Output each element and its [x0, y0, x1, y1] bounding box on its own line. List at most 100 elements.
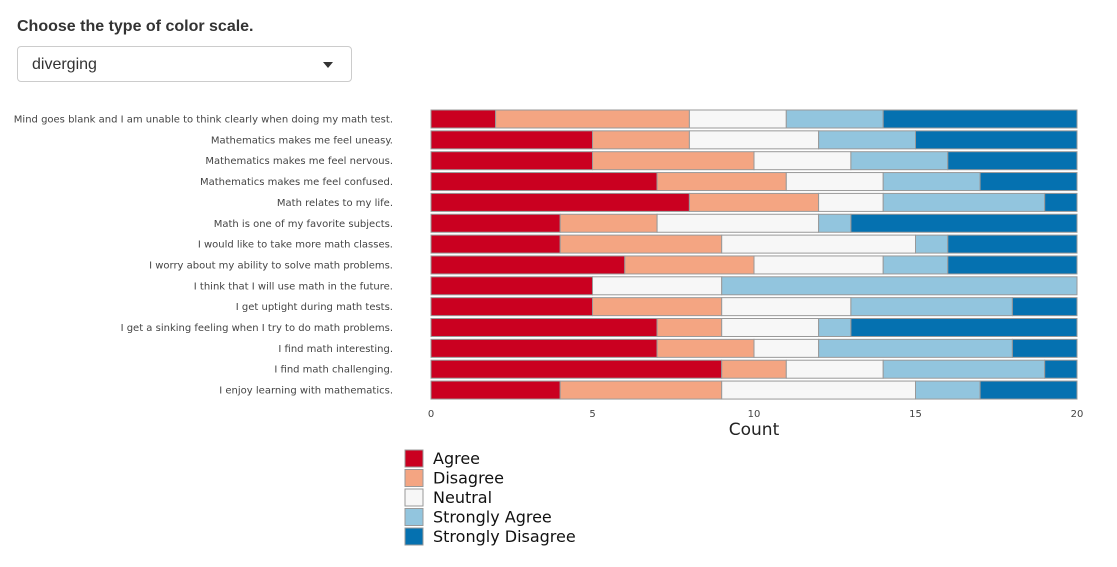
- legend-swatch-strongly-disagree: [404, 527, 424, 546]
- y-axis-label: I get a sinking feeling when I try to do…: [121, 323, 393, 334]
- bar-segment-disagree: [656, 338, 755, 358]
- legend-label-disagree: Disagree: [433, 469, 504, 488]
- bar-segment-strongly-disagree: [882, 109, 1078, 129]
- legend-label-strongly-agree: Strongly Agree: [433, 508, 552, 527]
- bar-segment-agree: [430, 109, 497, 129]
- bar-segment-neutral: [785, 359, 884, 379]
- bar-segment-neutral: [818, 192, 884, 212]
- bar-segment-strongly-disagree: [947, 234, 1078, 254]
- bar-segment-agree: [430, 234, 561, 254]
- bar-segment-disagree: [559, 234, 723, 254]
- bar-segment-agree: [430, 359, 723, 379]
- color-scale-select[interactable]: diverging: [17, 46, 352, 82]
- x-axis-tick-label: 20: [1071, 409, 1084, 420]
- bar-segment-strongly-disagree: [1011, 338, 1078, 358]
- bar-segment-strongly-agree: [882, 192, 1046, 212]
- y-axis-labels: Mind goes blank and I am unable to think…: [14, 115, 393, 397]
- bar-segment-strongly-disagree: [850, 318, 1078, 337]
- bar-segment-agree: [430, 172, 658, 192]
- bar-segment-neutral: [688, 130, 820, 150]
- legend-label-neutral: Neutral: [433, 488, 492, 507]
- y-axis-label: I would like to take more math classes.: [198, 240, 393, 251]
- legend-swatch-neutral: [404, 488, 424, 507]
- y-axis-label: Mathematics makes me feel uneasy.: [211, 135, 393, 146]
- bar-segment-strongly-agree: [721, 276, 1078, 296]
- legend-swatch-disagree: [404, 469, 424, 487]
- bar-segment-neutral: [753, 338, 820, 358]
- y-axis-label: I find math challenging.: [274, 365, 393, 376]
- bar-area: [430, 109, 1078, 400]
- bar-segment-disagree: [656, 172, 787, 192]
- color-scale-selected-value: diverging: [32, 56, 97, 73]
- bar-segment-strongly-disagree: [947, 255, 1078, 275]
- bar-segment-neutral: [721, 380, 917, 400]
- bar-segment-disagree: [624, 255, 755, 275]
- bar-segment-agree: [430, 192, 690, 212]
- y-axis-label: I find math interesting.: [278, 344, 393, 355]
- bar-segment-strongly-agree: [915, 234, 949, 254]
- bar-segment-strongly-agree: [818, 130, 916, 150]
- bar-segment-agree: [430, 380, 561, 400]
- y-axis-label: I think that I will use math in the futu…: [194, 281, 393, 292]
- bar-segment-disagree: [592, 151, 755, 171]
- y-axis-label: Mind goes blank and I am unable to think…: [14, 115, 393, 126]
- bar-segment-strongly-agree: [818, 318, 852, 337]
- legend-label-strongly-disagree: Strongly Disagree: [433, 527, 576, 546]
- x-axis-tick-label: 0: [428, 409, 434, 420]
- bar-segment-strongly-agree: [882, 172, 981, 192]
- bar-segment-strongly-disagree: [915, 130, 1078, 150]
- bar-segment-neutral: [785, 172, 884, 192]
- bar-segment-neutral: [592, 276, 723, 296]
- y-axis-label: Mathematics makes me feel nervous.: [205, 156, 393, 167]
- y-axis-label: I enjoy learning with mathematics.: [219, 386, 393, 397]
- bar-segment-strongly-disagree: [1044, 359, 1078, 379]
- bar-segment-strongly-agree: [818, 213, 852, 233]
- bar-segment-neutral: [753, 151, 852, 171]
- caret-down-icon[interactable]: [323, 62, 333, 68]
- bar-segment-agree: [430, 130, 593, 150]
- x-axis-tick-label: 15: [909, 409, 922, 420]
- y-axis-label: Mathematics makes me feel confused.: [200, 177, 393, 188]
- legend-swatch-agree: [404, 449, 424, 468]
- bar-segment-agree: [430, 297, 593, 317]
- y-axis-label: I get uptight during math tests.: [236, 302, 393, 313]
- legend-swatch-strongly-agree: [404, 508, 424, 526]
- bar-segment-neutral: [753, 255, 884, 275]
- bar-segment-disagree: [592, 297, 723, 317]
- bar-segment-disagree: [688, 192, 820, 212]
- bar-segment-strongly-agree: [915, 380, 981, 400]
- bar-segment-disagree: [559, 380, 723, 400]
- bar-segment-disagree: [592, 130, 690, 150]
- bar-segment-strongly-agree: [785, 109, 884, 129]
- x-axis-tick-label: 5: [589, 409, 595, 420]
- bar-segment-strongly-agree: [850, 297, 1013, 317]
- x-axis-title: Count: [729, 420, 780, 440]
- y-axis-label: I worry about my ability to solve math p…: [149, 260, 393, 271]
- bar-segment-agree: [430, 318, 658, 337]
- bar-segment-strongly-agree: [882, 359, 1046, 379]
- color-scale-label: Choose the type of color scale.: [17, 18, 254, 35]
- x-axis-ticks: 0 5 10 15 20: [428, 409, 1084, 420]
- bar-segment-neutral: [721, 234, 917, 254]
- bar-segment-strongly-disagree: [979, 380, 1078, 400]
- bar-segment-neutral: [688, 109, 787, 129]
- bar-segment-agree: [430, 338, 658, 358]
- legend-label-agree: Agree: [433, 449, 480, 468]
- bar-segment-strongly-disagree: [850, 213, 1078, 233]
- bar-segment-strongly-agree: [850, 151, 949, 171]
- bar-segment-agree: [430, 151, 593, 171]
- bar-segment-neutral: [721, 318, 820, 337]
- bar-segment-neutral: [656, 213, 820, 233]
- bar-segment-strongly-disagree: [947, 151, 1078, 171]
- bar-segment-disagree: [721, 359, 787, 379]
- bar-segment-agree: [430, 276, 593, 296]
- bar-segment-agree: [430, 255, 626, 275]
- x-axis-tick-label: 10: [748, 409, 761, 420]
- bar-segment-neutral: [721, 297, 852, 317]
- y-axis-label: Math is one of my favorite subjects.: [214, 219, 393, 230]
- bar-segment-strongly-disagree: [1044, 192, 1078, 212]
- bar-segment-strongly-agree: [818, 338, 1013, 358]
- bar-segment-strongly-agree: [882, 255, 949, 275]
